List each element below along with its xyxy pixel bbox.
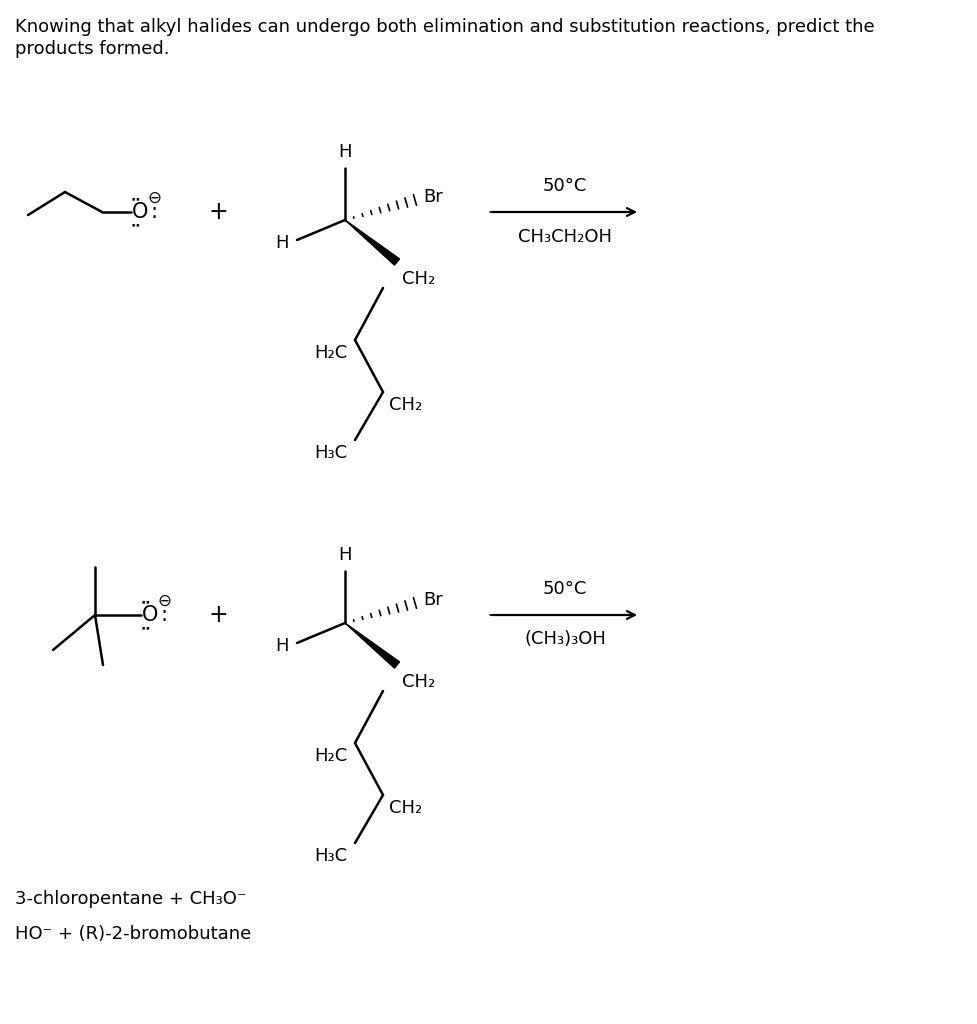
Text: O: O	[142, 605, 158, 625]
Text: CH₂: CH₂	[389, 799, 422, 817]
Polygon shape	[345, 623, 400, 668]
Text: H₂C: H₂C	[314, 746, 347, 765]
Text: 50°C: 50°C	[543, 580, 587, 598]
Polygon shape	[345, 220, 400, 265]
Text: HO⁻ + (R)-2-bromobutane: HO⁻ + (R)-2-bromobutane	[15, 925, 251, 943]
Text: ⊖: ⊖	[157, 592, 171, 610]
Text: H₃C: H₃C	[314, 847, 347, 865]
Text: H: H	[276, 637, 289, 655]
Text: ⋅⋅: ⋅⋅	[131, 193, 142, 206]
Text: 3-chloropentane + CH₃O⁻: 3-chloropentane + CH₃O⁻	[15, 890, 246, 908]
Text: H₂C: H₂C	[314, 344, 347, 362]
Text: +: +	[208, 200, 228, 224]
Text: H: H	[338, 546, 352, 564]
Text: :: :	[150, 202, 157, 222]
Text: Knowing that alkyl halides can undergo both elimination and substitution reactio: Knowing that alkyl halides can undergo b…	[15, 18, 874, 36]
Text: CH₂: CH₂	[402, 673, 435, 691]
Text: H: H	[338, 143, 352, 161]
Text: products formed.: products formed.	[15, 40, 169, 58]
Text: ⊖: ⊖	[148, 189, 161, 207]
Text: ⋅⋅: ⋅⋅	[141, 595, 151, 609]
Text: CH₂: CH₂	[402, 270, 435, 288]
Text: CH₃CH₂OH: CH₃CH₂OH	[518, 228, 612, 246]
Text: H₃C: H₃C	[314, 444, 347, 462]
Text: (CH₃)₃OH: (CH₃)₃OH	[524, 630, 606, 648]
Text: :: :	[160, 605, 167, 625]
Text: CH₂: CH₂	[389, 396, 422, 414]
Text: ⋅⋅: ⋅⋅	[141, 621, 151, 635]
Text: 50°C: 50°C	[543, 177, 587, 195]
Text: H: H	[276, 234, 289, 252]
Text: O: O	[132, 202, 149, 222]
Text: Br: Br	[423, 591, 443, 609]
Text: Br: Br	[423, 188, 443, 206]
Text: ⋅⋅: ⋅⋅	[131, 218, 142, 232]
Text: +: +	[208, 603, 228, 627]
